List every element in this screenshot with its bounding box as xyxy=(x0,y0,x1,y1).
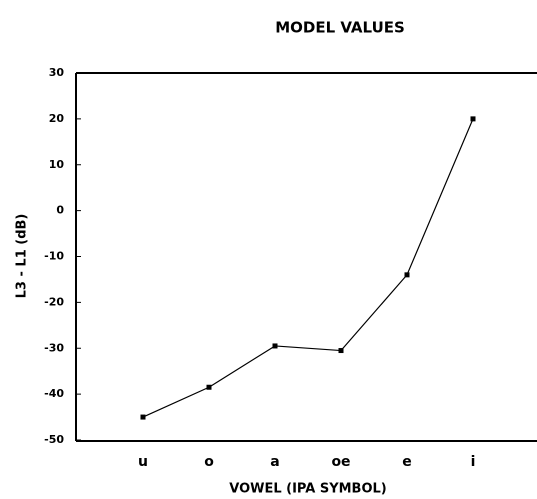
x-tick-label: i xyxy=(471,454,476,470)
y-tick-label: -10 xyxy=(44,250,64,263)
y-tick-label: 20 xyxy=(49,112,65,125)
line xyxy=(142,118,474,418)
x-tick-label: e xyxy=(402,454,412,470)
y-tick-label: -50 xyxy=(44,433,64,446)
y-tick-label: 10 xyxy=(49,158,65,171)
y-tick-label: 0 xyxy=(56,204,64,217)
chart-title: MODEL VALUES xyxy=(275,19,405,37)
y-axis-label: L3 - L1 (dB) xyxy=(15,214,30,299)
y-tick-label: -30 xyxy=(44,341,64,354)
marker xyxy=(404,272,410,278)
marker xyxy=(470,116,476,122)
y-tick-label: -20 xyxy=(44,295,64,308)
marker xyxy=(140,414,146,420)
x-tick-label: oe xyxy=(331,454,350,470)
y-tick-label: -40 xyxy=(44,387,64,400)
marker xyxy=(338,348,344,354)
x-tick-label: u xyxy=(138,454,148,470)
marker xyxy=(206,384,212,390)
x-axis-label: VOWEL (IPA SYMBOL) xyxy=(229,482,387,497)
marker xyxy=(272,343,278,349)
x-tick-label: o xyxy=(204,454,214,470)
x-tick-label: a xyxy=(270,454,279,470)
y-tick-label: 30 xyxy=(49,66,65,79)
